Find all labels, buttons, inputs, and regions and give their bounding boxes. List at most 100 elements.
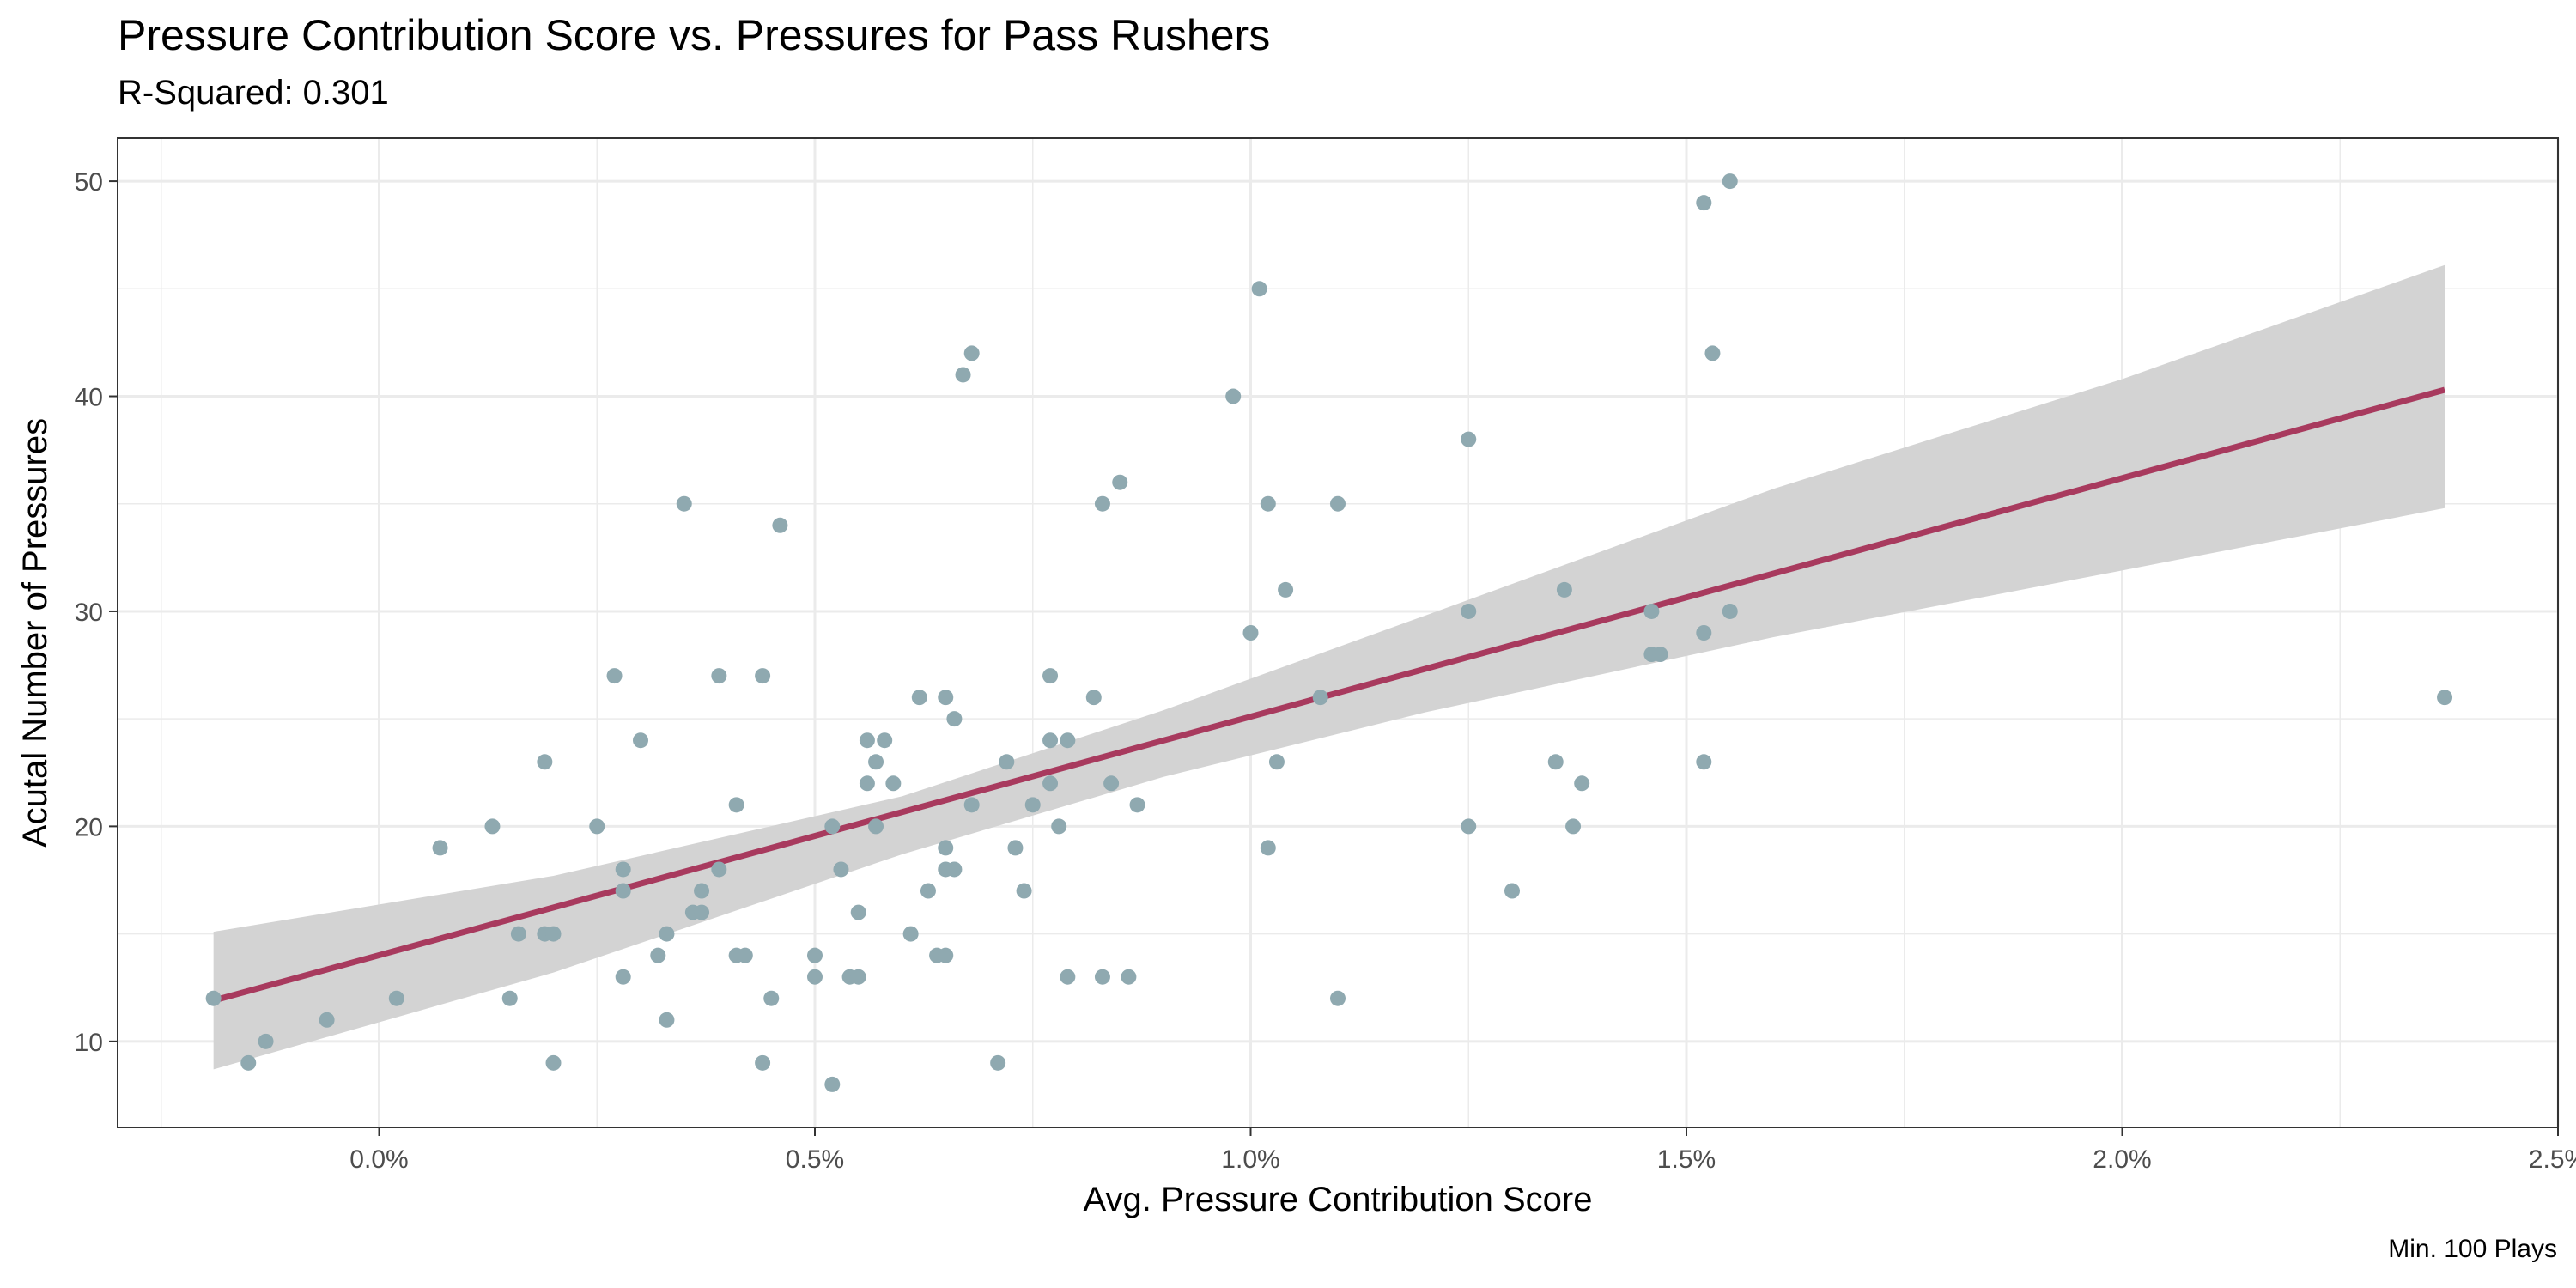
chart-caption: Min. 100 Plays xyxy=(2388,1235,2557,1263)
scatter-point xyxy=(877,732,893,749)
scatter-point xyxy=(807,969,823,985)
scatter-point xyxy=(963,345,980,361)
scatter-point xyxy=(1042,668,1059,684)
y-tick-label: 50 xyxy=(75,168,103,197)
scatter-point xyxy=(615,861,631,878)
scatter-point xyxy=(868,754,884,770)
scatter-point xyxy=(1696,625,1712,641)
scatter-point xyxy=(807,947,823,963)
scatter-point xyxy=(1042,732,1059,749)
scatter-point xyxy=(1007,840,1024,856)
scatter-point xyxy=(388,990,404,1006)
scatter-point xyxy=(1722,603,1738,619)
scatter-point xyxy=(859,732,875,749)
scatter-point xyxy=(615,969,631,985)
scatter-point xyxy=(537,754,553,770)
scatter-point xyxy=(1696,754,1712,770)
scatter-point xyxy=(1112,474,1128,490)
scatter-point xyxy=(1085,690,1102,706)
scatter-point xyxy=(1722,173,1738,190)
scatter-point xyxy=(1094,495,1110,512)
y-tick-label: 40 xyxy=(75,384,103,412)
scatter-point xyxy=(946,711,963,727)
scatter-point xyxy=(1129,797,1145,813)
scatter-point xyxy=(258,1033,274,1049)
scatter-point xyxy=(432,840,448,856)
fit-line-layer xyxy=(212,386,2445,1004)
scatter-point xyxy=(824,818,841,835)
chart-subtitle: R-Squared: 0.301 xyxy=(118,74,389,112)
scatter-point xyxy=(737,947,753,963)
scatter-point xyxy=(2437,690,2453,706)
scatter-point xyxy=(659,926,675,942)
scatter-point xyxy=(850,969,866,985)
panel-border xyxy=(117,137,2559,1128)
y-tick-label: 10 xyxy=(75,1029,103,1057)
scatter-point xyxy=(589,818,605,835)
scatter-point xyxy=(694,883,710,899)
scatter-point xyxy=(1251,281,1267,297)
scatter-point xyxy=(1260,495,1276,512)
scatter-point xyxy=(615,883,631,899)
scatter-point xyxy=(1060,969,1076,985)
scatter-point xyxy=(1278,581,1294,598)
scatter-point xyxy=(850,904,866,920)
x-tick-label: 1.0% xyxy=(1221,1145,1279,1174)
x-tick-label: 0.5% xyxy=(786,1145,844,1174)
scatter-point xyxy=(1268,754,1285,770)
scatter-point xyxy=(633,732,648,749)
scatter-point xyxy=(484,818,501,835)
scatter-point xyxy=(1024,797,1041,813)
x-tick-label: 2.0% xyxy=(2093,1145,2151,1174)
scatter-point xyxy=(772,517,788,533)
x-tick-label: 0.0% xyxy=(349,1145,408,1174)
scatter-point xyxy=(510,926,526,942)
scatter-point xyxy=(999,754,1015,770)
regression-line xyxy=(212,386,2445,1004)
scatter-point xyxy=(859,775,875,792)
scatter-point xyxy=(1461,431,1477,447)
scatter-point xyxy=(1051,818,1067,835)
scatter-point xyxy=(946,861,963,878)
scatter-point xyxy=(1103,775,1120,792)
confidence-band xyxy=(213,264,2445,1070)
scatter-point xyxy=(885,775,902,792)
scatter-point xyxy=(1060,732,1076,749)
scatter-point xyxy=(676,495,692,512)
x-axis-title: Avg. Pressure Contribution Score xyxy=(1084,1181,1593,1218)
scatter-point xyxy=(1242,625,1259,641)
scatter-point xyxy=(1556,581,1572,598)
scatter-point xyxy=(1121,969,1137,985)
scatter-point xyxy=(659,1012,675,1028)
scatter-point xyxy=(545,926,562,942)
y-tick-label: 20 xyxy=(75,813,103,841)
scatter-point xyxy=(728,797,744,813)
scatter-point xyxy=(1704,345,1721,361)
x-tick-label: 2.5% xyxy=(2529,1145,2576,1174)
scatter-point xyxy=(1565,818,1582,835)
scatter-point xyxy=(1330,495,1346,512)
scatter-point xyxy=(1225,388,1242,404)
scatter-point xyxy=(711,668,727,684)
y-axis-title: Acutal Number of Pressures xyxy=(16,418,54,848)
scatter-point xyxy=(1574,775,1590,792)
x-tick-label: 1.5% xyxy=(1657,1145,1716,1174)
confidence-band-layer xyxy=(213,264,2445,1070)
scatter-point xyxy=(1042,775,1059,792)
scatter-point xyxy=(911,690,927,706)
scatter-point xyxy=(1652,647,1668,663)
scatter-point xyxy=(1094,969,1110,985)
axis-ticks: 0.0% 0.5% 1.0% 1.5% 2.0% 2.5% 10 20 30 40 50 xyxy=(75,168,2576,1174)
scatter-point xyxy=(545,1054,562,1071)
scatter-point xyxy=(1504,883,1520,899)
y-tick-label: 30 xyxy=(75,598,103,627)
scatter-point xyxy=(240,1054,257,1071)
scatter-point xyxy=(1461,818,1477,835)
chart-title: Pressure Contribution Score vs. Pressure… xyxy=(118,11,1271,59)
scatter-point xyxy=(868,818,884,835)
scatter-point xyxy=(938,947,954,963)
scatter-point xyxy=(1696,195,1712,211)
scatter-point xyxy=(650,947,666,963)
